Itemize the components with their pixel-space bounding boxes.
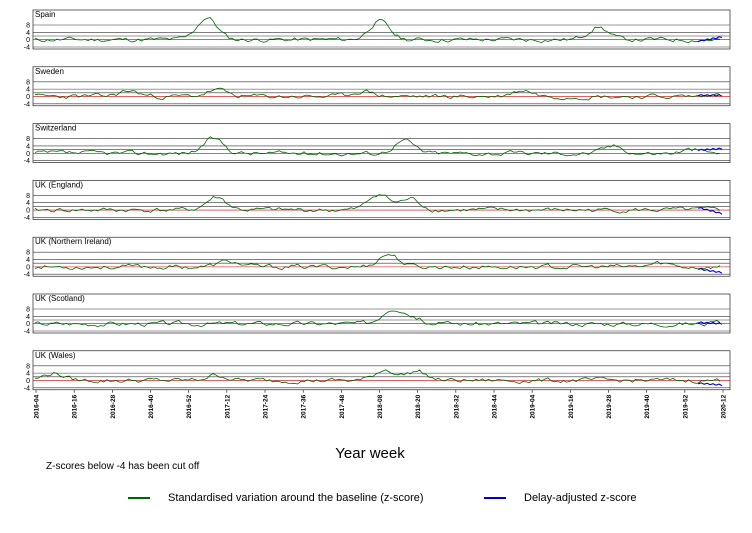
panel-title: UK (Northern Ireland) <box>35 237 112 246</box>
x-tick-label: 2017-48 <box>339 394 346 418</box>
zscore-series <box>34 310 721 328</box>
y-tick-label: 8 <box>26 23 30 30</box>
legend-label-delay: Delay-adjusted z-score <box>524 492 637 504</box>
y-tick-label: 0 <box>26 37 30 44</box>
y-tick-label: 8 <box>26 363 30 370</box>
y-tick-label: -4 <box>24 385 30 392</box>
y-tick-label: 8 <box>26 307 30 314</box>
panel-frame <box>32 123 731 163</box>
delay-adjusted-series <box>697 36 723 43</box>
x-tick-label: 2017-36 <box>301 394 308 418</box>
panel-frame <box>32 9 731 50</box>
y-tick-label: -4 <box>24 329 30 336</box>
y-tick-label: 8 <box>26 79 30 86</box>
y-tick-label: 0 <box>26 94 30 101</box>
y-tick-label: 4 <box>26 314 30 321</box>
delay-adjusted-series <box>697 147 723 152</box>
panel-title: UK (England) <box>35 180 83 189</box>
y-tick-label: -4 <box>24 272 30 279</box>
x-tick-label: 2017-24 <box>263 394 270 418</box>
panel-title: Spain <box>35 10 55 19</box>
x-tick-label: 2016-04 <box>34 394 41 418</box>
cutoff-note: Z-scores below -4 has been cut off <box>46 461 200 472</box>
x-tick-label: 2019-28 <box>606 394 613 418</box>
x-tick-label: 2019-16 <box>568 394 575 418</box>
x-tick-label: 2020-12 <box>721 394 728 418</box>
x-tick-label: 2016-52 <box>186 394 193 418</box>
panel-frame <box>32 180 731 220</box>
zscore-series <box>34 17 721 44</box>
delay-adjusted-series <box>697 382 723 387</box>
legend-item-zscore: Standardised variation around the baseli… <box>128 492 424 504</box>
panel-title: UK (Wales) <box>35 351 76 360</box>
zscore-series <box>34 194 721 214</box>
y-tick-label: 4 <box>26 257 30 264</box>
zscore-series <box>35 369 721 385</box>
panel-frame <box>32 236 731 277</box>
y-tick-label: 4 <box>26 30 30 37</box>
y-tick-label: 8 <box>26 193 30 200</box>
x-axis-title: Year week <box>335 445 405 462</box>
y-tick-label: 0 <box>26 321 30 328</box>
x-tick-label: 2017-12 <box>224 394 231 418</box>
legend-item-delay: Delay-adjusted z-score <box>484 492 637 504</box>
panel-title: Sweden <box>35 67 64 76</box>
x-tick-label: 2018-32 <box>453 394 460 418</box>
y-tick-label: 0 <box>26 264 30 271</box>
x-tick-label: 2019-52 <box>682 394 689 418</box>
panel-title: Switzerland <box>35 124 76 133</box>
delay-adjusted-series <box>697 94 723 97</box>
x-tick-label: 2016-40 <box>148 394 155 418</box>
y-tick-label: -4 <box>24 45 30 52</box>
legend-swatch-zscore <box>128 497 150 499</box>
zscore-series <box>34 87 721 101</box>
panel-title: UK (Scotland) <box>35 294 85 303</box>
legend-swatch-delay <box>484 497 506 499</box>
delay-adjusted-series <box>697 321 723 325</box>
y-tick-label: 4 <box>26 371 30 378</box>
delay-adjusted-series <box>697 207 723 215</box>
delay-adjusted-series <box>697 268 723 274</box>
y-tick-label: 4 <box>26 143 30 150</box>
x-tick-label: 2018-20 <box>415 394 422 418</box>
x-tick-label: 2018-08 <box>377 394 384 418</box>
zscore-series <box>34 136 721 157</box>
panel-frame <box>32 350 731 391</box>
zscore-series <box>34 254 721 270</box>
y-tick-label: 8 <box>26 136 30 143</box>
y-tick-label: 0 <box>26 208 30 215</box>
panel-frame <box>32 293 731 334</box>
y-tick-label: 4 <box>26 200 30 207</box>
panel-frame <box>32 66 731 107</box>
x-tick-label: 2016-16 <box>72 394 79 418</box>
x-tick-label: 2016-28 <box>110 394 117 418</box>
x-tick-label: 2018-44 <box>492 394 499 418</box>
y-tick-label: -4 <box>24 101 30 108</box>
y-tick-label: 0 <box>26 151 30 158</box>
x-tick-label: 2019-04 <box>530 394 537 418</box>
legend-label-zscore: Standardised variation around the baseli… <box>168 492 424 504</box>
x-tick-label: 2019-40 <box>644 394 651 418</box>
y-tick-label: -4 <box>24 215 30 222</box>
y-tick-label: 8 <box>26 250 30 257</box>
y-tick-label: -4 <box>24 158 30 165</box>
y-tick-label: 0 <box>26 378 30 385</box>
y-tick-label: 4 <box>26 87 30 94</box>
